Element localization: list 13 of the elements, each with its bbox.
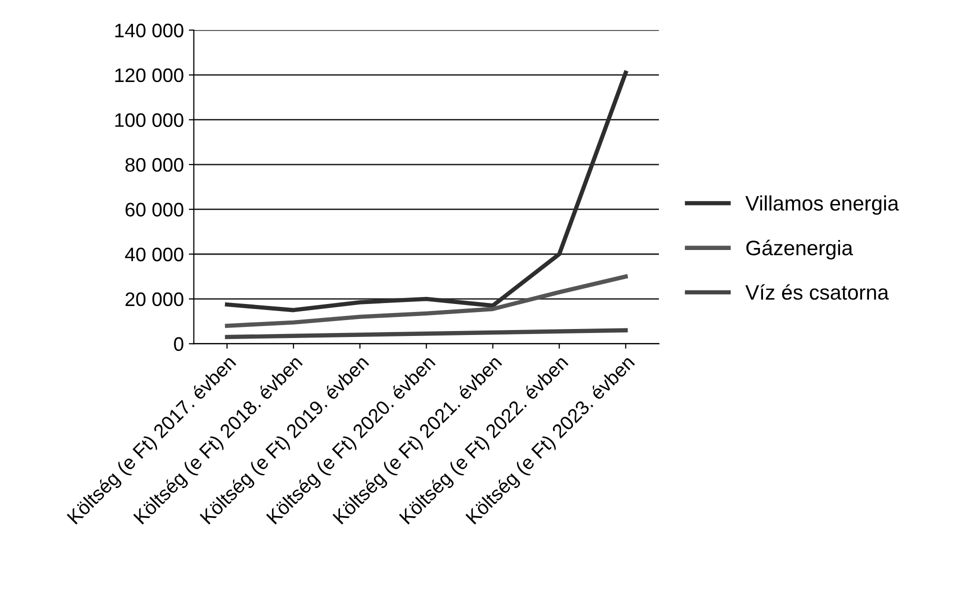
- legend-label: Víz és csatorna: [745, 284, 889, 300]
- y-tick-label: 100 000: [115, 113, 184, 127]
- line-series: [224, 328, 628, 340]
- y-tick-label: 0: [174, 337, 184, 351]
- y-tick-label: 20 000: [126, 292, 184, 306]
- y-tick-label: 40 000: [125, 248, 184, 262]
- y-tick-label: 60 000: [126, 202, 184, 217]
- y-tick-label: 80 000: [125, 158, 184, 172]
- line-series: [224, 274, 628, 328]
- legend-label: Gázenergia: [746, 240, 854, 260]
- y-tick-label: 140 000: [115, 24, 184, 38]
- legend-label: Villamos energia: [745, 195, 899, 215]
- y-tick-label: 120 000: [115, 68, 184, 82]
